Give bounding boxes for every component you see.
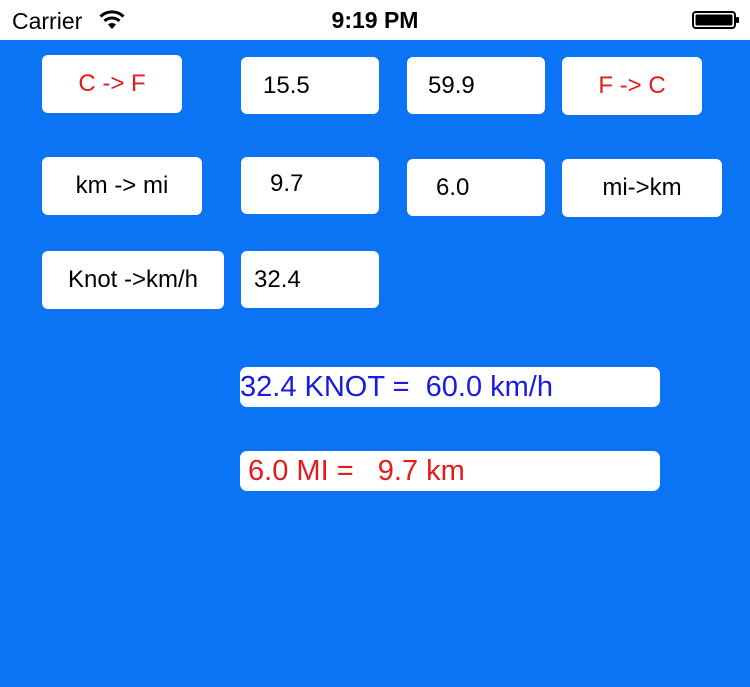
- wifi-icon: [99, 10, 125, 29]
- mi-field[interactable]: 6.0: [407, 159, 545, 216]
- knot-to-kmh-button[interactable]: Knot ->km/h: [42, 251, 224, 309]
- knot-result-label: 32.4 KNOT = 60.0 km/h: [240, 367, 660, 407]
- celsius-field[interactable]: 15.5: [241, 57, 379, 114]
- clock: 9:19 PM: [331, 7, 419, 33]
- carrier-label: Carrier: [12, 8, 83, 34]
- battery-icon: [692, 11, 739, 29]
- knot-field[interactable]: 32.4: [241, 251, 379, 308]
- mile-result-label: 6.0 MI = 9.7 km: [240, 451, 660, 491]
- c-to-f-button[interactable]: C -> F: [42, 55, 182, 113]
- mi-to-km-button[interactable]: mi->km: [562, 159, 722, 217]
- f-to-c-button[interactable]: F -> C: [562, 57, 702, 115]
- status-bar: Carrier 9:19 PM: [0, 0, 750, 40]
- km-to-mi-button[interactable]: km -> mi: [42, 157, 202, 215]
- fahrenheit-field[interactable]: 59.9: [407, 57, 545, 114]
- km-field[interactable]: 9.7: [241, 157, 379, 214]
